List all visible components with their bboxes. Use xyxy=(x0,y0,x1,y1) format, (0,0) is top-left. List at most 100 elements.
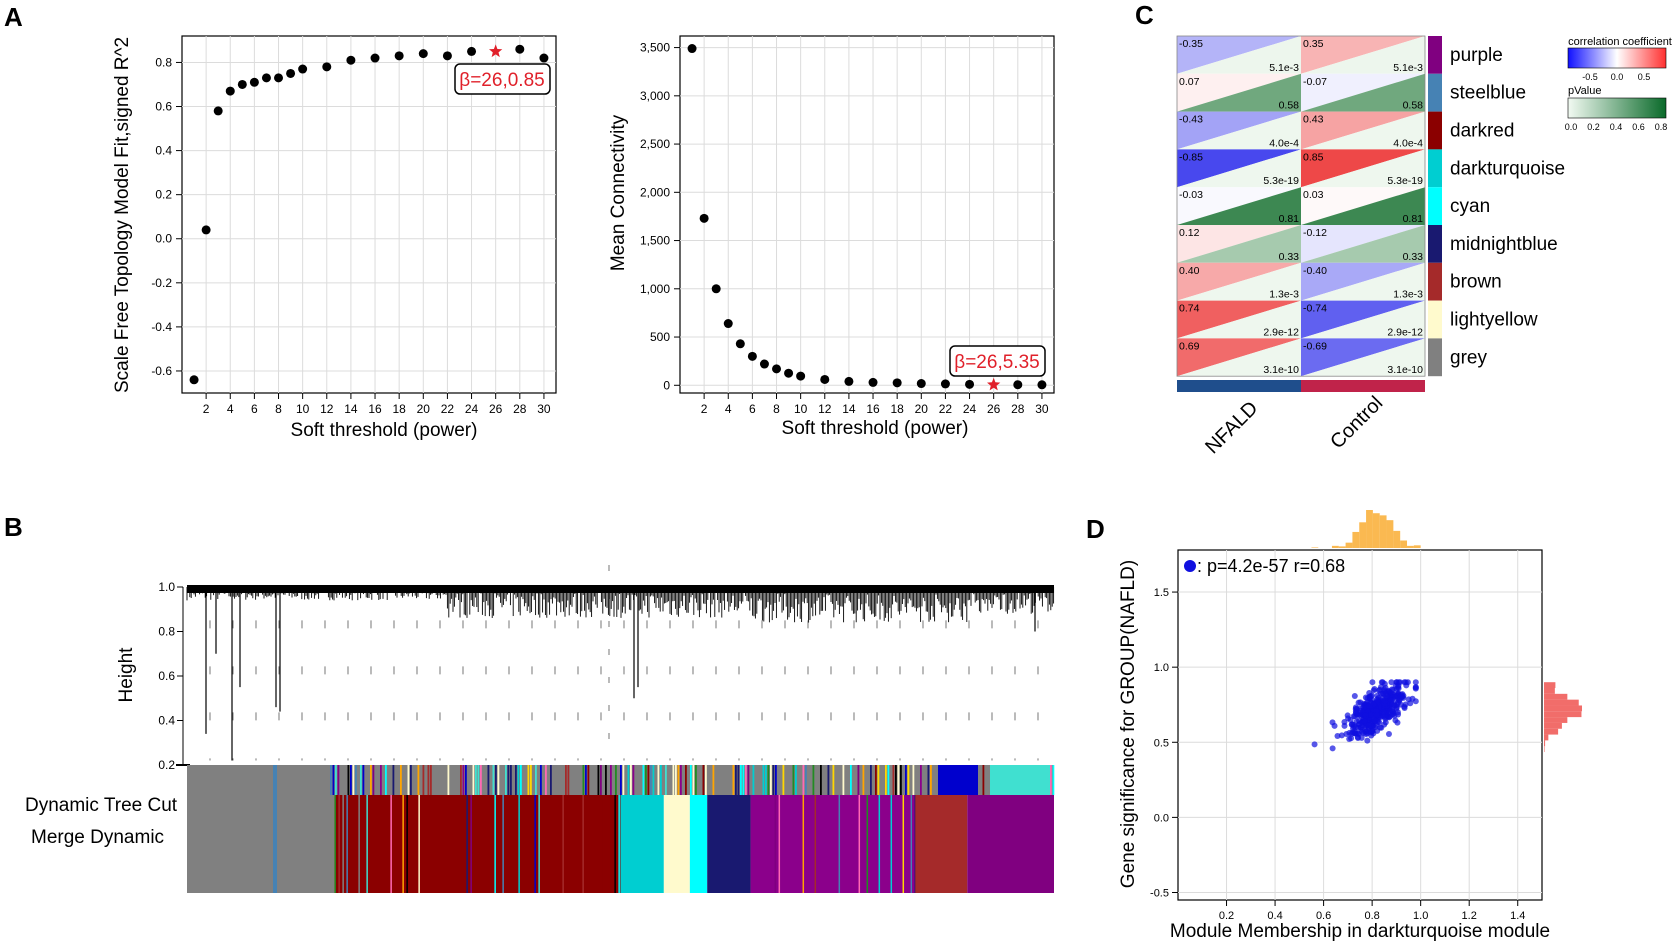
corr-value: -0.85 xyxy=(1179,151,1203,163)
data-point xyxy=(772,364,782,374)
corr-value: 0.69 xyxy=(1179,340,1200,352)
a2-xlabel: Soft threshold (power) xyxy=(782,418,969,439)
x-tick-label: 1.4 xyxy=(1510,910,1525,922)
dtc-stripe xyxy=(355,765,357,795)
y-tick-label: 1.5 xyxy=(1154,587,1169,599)
dtc-stripe xyxy=(620,765,622,795)
d-points xyxy=(1311,679,1419,752)
dtc-stripe xyxy=(567,765,570,795)
corr-value: 0.40 xyxy=(1179,265,1200,277)
dendrogram-axis: 0.2 0.4 0.6 0.8 1.0 xyxy=(158,580,190,772)
x-tick-label: 30 xyxy=(537,402,551,416)
data-point xyxy=(940,379,950,389)
top-marginal-histogram xyxy=(1311,510,1421,548)
dtc-stripe xyxy=(370,765,372,795)
data-point xyxy=(1346,736,1353,743)
pvalue-triangle xyxy=(1301,262,1425,301)
p-value: 2.9e-12 xyxy=(1387,326,1423,338)
x-tick-label: 1.2 xyxy=(1462,910,1477,922)
data-point xyxy=(1376,687,1383,694)
dtc-stripe xyxy=(447,765,450,795)
merge-stripe xyxy=(778,795,781,893)
data-point xyxy=(1357,707,1364,714)
mean-connectivity-chart: 2 4 6 8 10 12 14 16 18 20 22 24 26 28 3005001,0001,500… xyxy=(608,35,1055,439)
data-point xyxy=(1388,697,1395,704)
pvalue-triangle xyxy=(1301,149,1425,188)
data-point xyxy=(820,374,830,384)
top-hist-bar xyxy=(1331,545,1339,548)
module-label: darkturquoise xyxy=(1450,158,1565,179)
right-hist-bar xyxy=(1544,734,1549,741)
p-legend-tick: 0.6 xyxy=(1632,122,1645,132)
merge-stripe xyxy=(366,795,368,893)
x-tick-label: 8 xyxy=(773,402,780,416)
x-tick-label: 18 xyxy=(392,402,406,416)
merge-stripe xyxy=(802,795,805,893)
right-hist-bar xyxy=(1544,740,1546,747)
top-hist-bar xyxy=(1393,530,1401,548)
data-point xyxy=(394,51,404,61)
p-value: 5.3e-19 xyxy=(1387,175,1423,187)
dtc-block xyxy=(938,765,978,795)
dtc-stripe xyxy=(407,765,410,795)
data-point xyxy=(1397,701,1404,708)
data-point xyxy=(225,86,235,96)
dtc-stripe xyxy=(705,765,707,795)
dtc-stripe xyxy=(417,765,420,795)
dtc-stripe xyxy=(615,765,617,795)
corr-value: -0.69 xyxy=(1303,340,1327,352)
dtc-stripe xyxy=(627,765,630,795)
a1-ylabel: Scale Free Topology Model Fit,signed R^2 xyxy=(112,37,133,393)
pvalue-triangle xyxy=(1177,149,1301,188)
top-hist-bar xyxy=(1311,547,1319,548)
p-legend-bar xyxy=(1567,97,1667,119)
data-point xyxy=(1382,690,1389,697)
data-point xyxy=(1407,700,1414,707)
module-swatch xyxy=(1428,225,1442,263)
top-hist-bar xyxy=(1413,545,1421,548)
data-point xyxy=(1341,718,1348,725)
dtc-stripe xyxy=(735,765,737,795)
data-point xyxy=(467,46,477,56)
dtc-stripe xyxy=(545,765,547,795)
dtc-stripe xyxy=(907,765,910,795)
a2-points xyxy=(687,44,1047,391)
top-hist-bar xyxy=(1366,510,1373,548)
data-point xyxy=(442,51,452,61)
y-tick-label: 0.0 xyxy=(1154,812,1169,824)
pvalue-triangle xyxy=(1177,338,1301,377)
dtc-stripe xyxy=(540,765,542,795)
data-point xyxy=(844,376,854,386)
p-value: 1.3e-3 xyxy=(1269,289,1299,301)
dtc-stripe xyxy=(472,765,475,795)
dtc-stripe xyxy=(535,765,537,795)
dtc-stripe xyxy=(400,765,402,795)
a2-annotation-box xyxy=(949,345,1046,377)
data-point xyxy=(346,55,356,65)
data-point xyxy=(1370,701,1377,708)
right-hist-bar xyxy=(1544,688,1555,694)
dtc-stripe xyxy=(782,765,785,795)
corr-legend-tick: 0.5 xyxy=(1638,72,1651,82)
data-point xyxy=(1381,721,1388,728)
data-point xyxy=(1374,697,1381,704)
dtc-stripe xyxy=(410,765,412,795)
dtc-stripe xyxy=(350,765,352,795)
module-label: grey xyxy=(1450,347,1487,368)
y-tick-label: 3,000 xyxy=(640,89,670,103)
merge-module-segment xyxy=(750,795,916,893)
x-tick-label: 0.8 xyxy=(1364,910,1379,922)
corr-value: 0.85 xyxy=(1303,151,1324,163)
column-label-control: Control xyxy=(1326,392,1387,453)
dtc-stripe xyxy=(1052,765,1055,795)
corr-triangle xyxy=(1301,111,1425,150)
b-row-label-merge-dynamic: Merge Dynamic xyxy=(31,827,164,848)
corr-value: 0.35 xyxy=(1303,38,1324,50)
x-tick-label: 20 xyxy=(915,402,929,416)
dtc-stripe xyxy=(742,765,745,795)
dtc-stripe xyxy=(650,765,652,795)
module-swatch xyxy=(1428,149,1442,188)
dtc-stripe xyxy=(747,765,750,795)
x-tick-label: 28 xyxy=(513,402,527,416)
dtc-stripe xyxy=(527,765,530,795)
